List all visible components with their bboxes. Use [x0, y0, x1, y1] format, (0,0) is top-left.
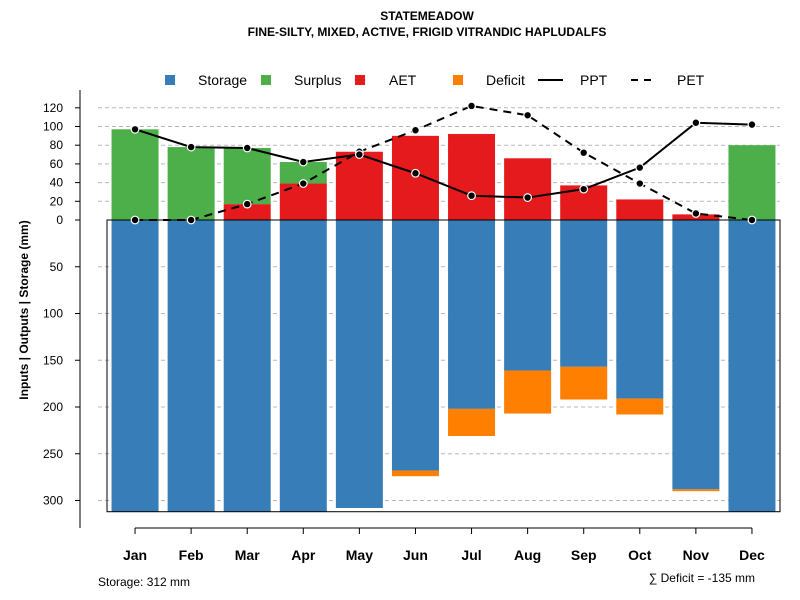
pet-point-feb	[186, 215, 196, 225]
legend-label-ppt: PPT	[580, 72, 608, 88]
pet-point-jun	[411, 125, 420, 135]
deficit-bar-jun	[391, 470, 439, 477]
pet-point-dec	[747, 215, 757, 225]
aet-bar-jul	[448, 133, 496, 220]
pet-point-aug	[523, 110, 533, 120]
y-tick-label: 40	[50, 176, 64, 190]
ppt-point-jul	[467, 191, 476, 201]
chart-subtitle: FINE-SILTY, MIXED, ACTIVE, FRIGID VITRAN…	[248, 25, 607, 39]
storage-bar-feb	[167, 220, 215, 512]
ppt-point-oct	[635, 163, 645, 173]
pet-point-sep	[579, 148, 589, 158]
y-tick-label: 120	[43, 101, 63, 115]
x-tick-label-aug: Aug	[514, 547, 541, 563]
deficit-bar-jul	[448, 408, 496, 436]
pet-point-jan	[130, 215, 140, 225]
chart-title: STATEMEADOW	[380, 9, 474, 23]
surplus-bar-feb	[167, 147, 215, 220]
legend-swatch-aet	[355, 75, 365, 85]
storage-bar-jan	[111, 220, 159, 512]
legend-swatch-deficit	[453, 75, 463, 85]
storage-bar-aug	[504, 220, 552, 371]
ppt-point-jan	[130, 124, 140, 134]
legend-label-deficit: Deficit	[486, 72, 525, 88]
x-tick-label-may: May	[346, 547, 373, 563]
ppt-point-jun	[411, 168, 420, 178]
ppt-line	[134, 121, 752, 199]
x-tick-label-apr: Apr	[291, 547, 316, 563]
legend-label-storage: Storage	[198, 72, 247, 88]
ppt-point-nov	[691, 118, 701, 128]
lines	[130, 101, 757, 225]
legend-swatch-storage	[165, 75, 175, 85]
x-tick-label-jun: Jun	[403, 547, 428, 563]
legend-label-surplus: Surplus	[294, 72, 341, 88]
legend: Storage Surplus AET Deficit PPT PET	[165, 72, 705, 88]
y-tick-label: 100	[43, 120, 63, 134]
pet-point-apr	[298, 179, 308, 188]
ppt-point-feb	[186, 142, 196, 152]
ppt-point-dec	[747, 120, 757, 130]
legend-label-pet: PET	[677, 72, 705, 88]
legend-swatch-surplus	[261, 75, 271, 85]
storage-bar-apr	[279, 220, 327, 512]
deficit-bar-aug	[504, 370, 552, 414]
pet-point-oct	[635, 179, 645, 188]
pet-point-mar	[242, 199, 252, 209]
deficit-bar-nov	[672, 489, 720, 492]
storage-bar-may	[335, 220, 383, 508]
storage-bar-dec	[728, 220, 776, 512]
x-tick-label-jul: Jul	[461, 547, 481, 563]
storage-bar-oct	[616, 220, 664, 399]
bars	[111, 129, 776, 512]
storage-bar-nov	[672, 220, 720, 490]
storage-bar-jul	[448, 220, 496, 409]
pet-point-jul	[467, 101, 476, 111]
deficit-footer: ∑ Deficit = -135 mm	[649, 571, 755, 585]
x-tick-label-sep: Sep	[571, 547, 597, 563]
surplus-bar-jan	[111, 129, 159, 220]
ppt-point-may	[354, 150, 364, 159]
y-tick-label: 100	[43, 307, 63, 321]
y-tick-label: 20	[50, 194, 64, 208]
aet-bar-jun	[391, 135, 439, 220]
y-tick-label: 50	[50, 260, 64, 274]
x-axis: Jan Feb Mar Apr May Jun Jul Aug Sep Oct Nov Dec	[123, 527, 765, 563]
aet-bar-oct	[616, 199, 664, 220]
surplus-bar-apr	[279, 162, 327, 184]
x-tick-label-feb: Feb	[179, 547, 204, 563]
ppt-point-aug	[523, 193, 533, 202]
storage-bar-jun	[391, 220, 439, 471]
y-tick-label: 200	[43, 400, 63, 414]
aet-bar-aug	[504, 158, 552, 220]
ppt-point-apr	[298, 157, 308, 167]
legend-label-aet: AET	[389, 72, 417, 88]
deficit-bar-sep	[560, 366, 608, 400]
y-axis: 0 20 40 60 80 100 120 50 100 150 200 250 300	[43, 90, 81, 528]
x-tick-label-jan: Jan	[123, 547, 147, 563]
storage-bar-sep	[560, 220, 608, 367]
storage-bar-mar	[223, 220, 271, 512]
ppt-point-mar	[242, 143, 252, 153]
x-tick-label-nov: Nov	[683, 547, 710, 563]
ppt-point-sep	[579, 184, 589, 194]
x-tick-label-oct: Oct	[628, 547, 652, 563]
y-tick-label: 60	[50, 157, 64, 171]
storage-footer: Storage: 312 mm	[98, 575, 190, 589]
pet-line	[135, 104, 753, 221]
y-tick-label: 150	[43, 353, 63, 367]
y-tick-label: 250	[43, 447, 63, 461]
pet-point-nov	[691, 209, 701, 218]
y-tick-label: 0	[56, 213, 63, 227]
surplus-bar-mar	[223, 148, 271, 205]
x-tick-label-dec: Dec	[739, 547, 765, 563]
y-tick-label: 80	[50, 138, 64, 152]
aet-bar-may	[335, 151, 383, 220]
y-tick-label: 300	[43, 494, 63, 508]
surplus-bar-dec	[728, 145, 776, 220]
x-tick-label-mar: Mar	[235, 547, 260, 563]
deficit-bar-oct	[616, 398, 664, 415]
y-axis-label: Inputs | Outputs | Storage (mm)	[17, 220, 31, 399]
